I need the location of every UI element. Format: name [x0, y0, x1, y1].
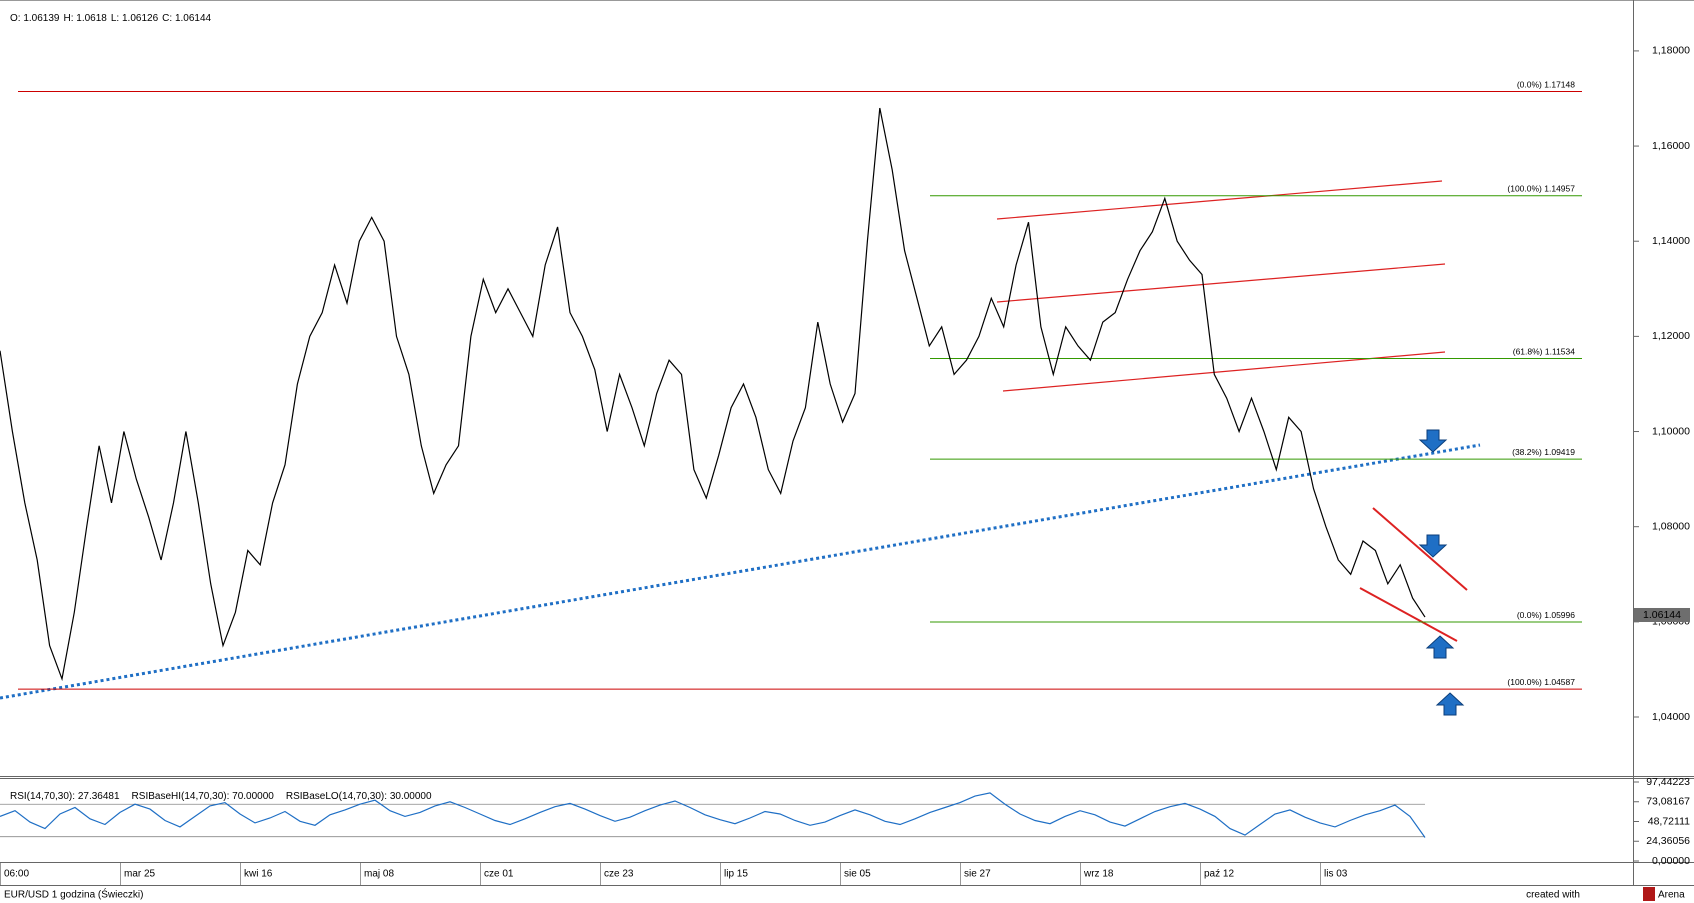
y-tick-label: 1,08000 — [1652, 520, 1690, 532]
status-brand: Arena — [1658, 890, 1685, 901]
x-tick-label: mar 25 — [124, 869, 156, 880]
y-tick-label: 1,14000 — [1652, 235, 1690, 247]
ohlc-label: L: — [111, 13, 119, 24]
y-tick-label: 0,00000 — [1652, 855, 1690, 867]
y-tick-label: 1,18000 — [1652, 45, 1690, 57]
status-instrument: EUR/USD 1 godzina (Świeczki) — [4, 888, 144, 901]
fib-label: (61.8%) 1.11534 — [1513, 347, 1576, 357]
y-tick-label: 48,72111 — [1648, 815, 1690, 827]
fib-value: 1.09419 — [1544, 447, 1575, 457]
fib-value: 1.11534 — [1545, 347, 1575, 357]
x-tick-label: cze 23 — [604, 869, 634, 880]
fib-percent: (0.0%) — [1517, 80, 1542, 90]
legend-name: RSIBaseLO(14,70,30): — [286, 791, 387, 802]
fib-label: (0.0%) 1.17148 — [1517, 80, 1575, 90]
trend-line — [0, 443, 1481, 700]
ohlc-header: O: 1.06139 H: 1.0618 L: 1.06126 C: 1.06144 — [10, 13, 212, 24]
ohlc-value: 1.0618 — [76, 13, 107, 24]
y-tick-label: 97,44223 — [1646, 776, 1690, 788]
fib-value: 1.04587 — [1544, 677, 1575, 687]
legend-value: 70.00000 — [232, 791, 274, 802]
x-tick-label: wrz 18 — [1083, 869, 1114, 880]
y-tick-label: 1,12000 — [1652, 330, 1690, 342]
fib-label: (100.0%) 1.14957 — [1507, 184, 1575, 194]
legend-value: 30.00000 — [390, 791, 432, 802]
ohlc-label: C: — [162, 13, 172, 24]
y-tick-label: 24,36056 — [1646, 835, 1690, 847]
x-tick-label: lis 03 — [1324, 869, 1348, 880]
x-tick-label: cze 01 — [484, 869, 514, 880]
x-tick-label: sie 27 — [964, 869, 991, 880]
wedge-line — [1372, 507, 1468, 591]
x-tick-label: 06:00 — [4, 869, 29, 880]
legend-name: RSIBaseHI(14,70,30): — [132, 791, 230, 802]
legend-name: RSI(14,70,30): — [10, 791, 75, 802]
wedge-line — [1359, 587, 1458, 642]
legend-value: 27.36481 — [78, 791, 120, 802]
y-tick-label: 73,08167 — [1646, 796, 1690, 808]
chart-layer: 06:00 mar 25 kwi 16 maj 08 cze 01 cze 23 lip 1… — [0, 13, 1690, 885]
ohlc-value: 1.06139 — [23, 13, 60, 24]
ohlc-label: O: — [10, 13, 21, 24]
ohlc-value: 1.06144 — [175, 13, 212, 24]
arrow-down — [1418, 534, 1448, 558]
ohlc-value: 1.06126 — [122, 13, 159, 24]
y-tick-label: 1,10000 — [1652, 425, 1690, 437]
series-line — [0, 107, 1426, 682]
fib-percent: (38.2%) — [1512, 447, 1542, 457]
series-line — [0, 792, 1426, 838]
fib-label: (38.2%) 1.09419 — [1512, 447, 1575, 457]
x-tick-label: kwi 16 — [244, 869, 273, 880]
fib-percent: (100.0%) — [1507, 184, 1542, 194]
fib-label: (0.0%) 1.05996 — [1517, 610, 1575, 620]
fib-value: 1.05996 — [1544, 610, 1575, 620]
arrow-up — [1435, 692, 1465, 716]
arrow-down — [1418, 429, 1448, 453]
brand-logo — [1643, 887, 1655, 901]
fib-percent: (61.8%) — [1513, 347, 1543, 357]
arrow-up — [1425, 635, 1455, 659]
arrows — [1418, 429, 1465, 716]
fib-value: 1.17148 — [1544, 80, 1575, 90]
fib-label: (100.0%) 1.04587 — [1507, 677, 1575, 687]
x-tick-label: lip 15 — [724, 869, 748, 880]
x-tick-label: sie 05 — [844, 869, 871, 880]
status-credit: created with — [1526, 890, 1580, 901]
y-tick-label: 1,04000 — [1652, 711, 1690, 723]
last-price-label: 1.06144 — [1643, 609, 1681, 621]
fib-value: 1.14957 — [1544, 184, 1575, 194]
x-tick-label: maj 08 — [364, 869, 394, 880]
last-price-box — [1634, 607, 1690, 622]
fib-percent: (100.0%) — [1507, 677, 1542, 687]
channel-line — [996, 180, 1443, 220]
x-tick-label: paź 12 — [1204, 869, 1234, 880]
y-tick-label: 1,16000 — [1652, 140, 1690, 152]
channel-line — [996, 263, 1446, 303]
fib-percent: (0.0%) — [1517, 610, 1542, 620]
ohlc-label: H: — [64, 13, 74, 24]
indicator-legend: RSI(14,70,30): 27.36481 RSIBaseHI(14,70,3… — [10, 791, 432, 802]
